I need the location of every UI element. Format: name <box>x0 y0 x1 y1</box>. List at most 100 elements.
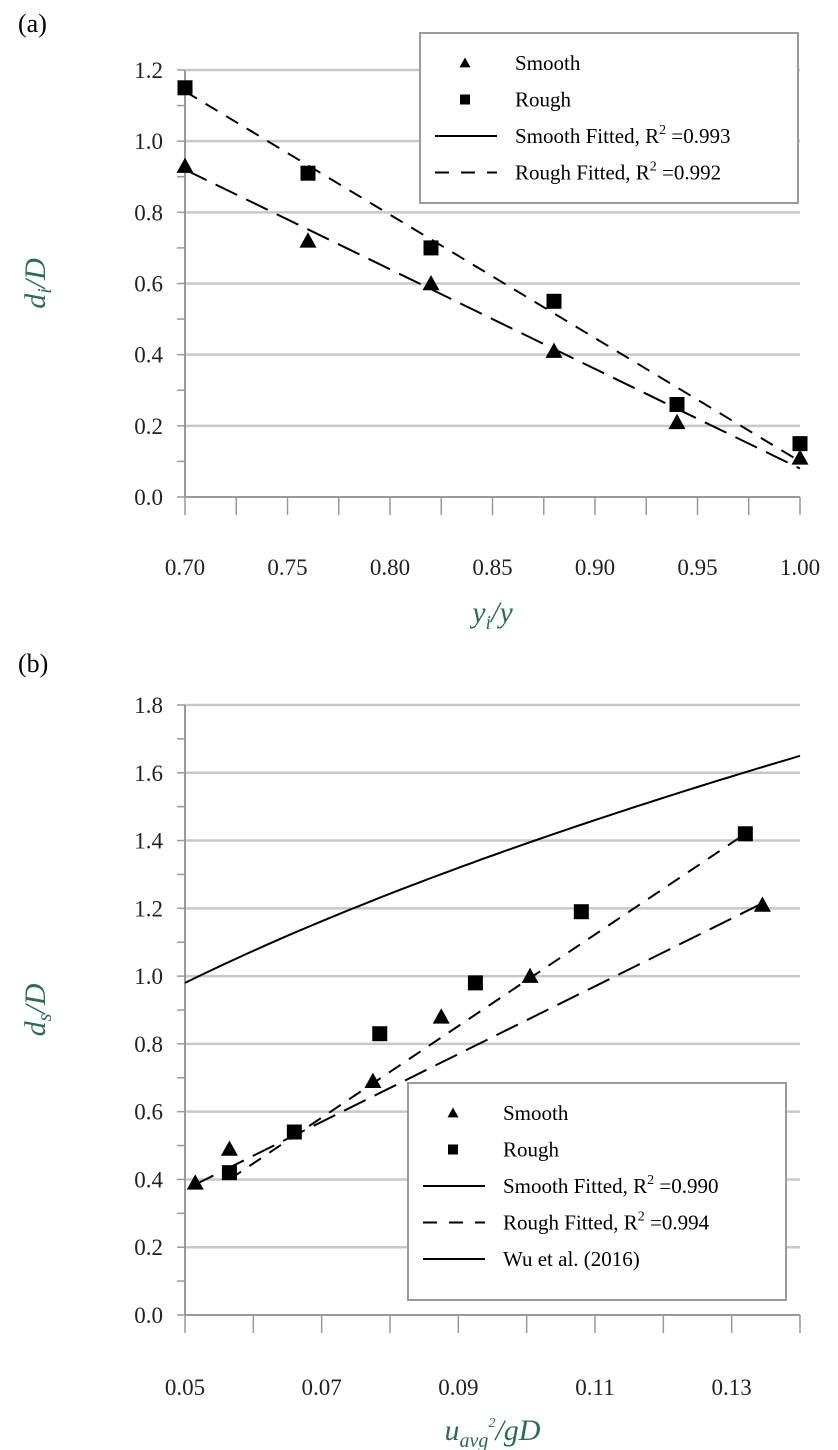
legend-entry-text: Smooth Fitted, R2 =0.990 <box>503 1173 718 1198</box>
y-tick-label: 1.0 <box>134 964 163 989</box>
legend-triangle-icon <box>447 1107 459 1118</box>
y-tick-label: 0.0 <box>134 485 163 510</box>
panel-b-ylabel-sub: s <box>34 1013 56 1021</box>
smooth-point <box>545 342 563 358</box>
x-tick-label: 0.13 <box>712 1375 752 1400</box>
y-tick-label: 1.2 <box>134 896 163 921</box>
legend-entry-text: Smooth <box>503 1101 569 1125</box>
rough-point <box>177 80 193 96</box>
panel-a-xlabel-rest: /y <box>489 596 513 629</box>
x-tick-label: 0.90 <box>575 555 615 580</box>
smooth-point <box>176 157 194 173</box>
panel-a-markers <box>176 80 809 465</box>
x-tick-label: 0.11 <box>575 1375 614 1400</box>
panel-a-axes <box>177 69 801 515</box>
rough-point <box>669 396 685 412</box>
panel-a-x-axis-label: yi/y <box>469 596 513 634</box>
panel-b-ylabel-main: d <box>19 1020 52 1036</box>
y-tick-label: 1.2 <box>134 58 163 83</box>
x-tick-label: 0.80 <box>370 555 410 580</box>
rough-point <box>286 1124 302 1140</box>
rough-point <box>792 436 808 452</box>
smooth-point <box>299 232 317 248</box>
legend-square-icon <box>448 1144 458 1155</box>
rough-point <box>737 826 753 842</box>
panel-a-y-axis-label: di/D <box>19 258 56 309</box>
y-tick-label: 0.8 <box>134 200 163 225</box>
smooth-point <box>753 896 771 912</box>
legend-entry-text: Wu et al. (2016) <box>503 1247 640 1271</box>
legend-entry-text: Rough Fitted, R2 =0.994 <box>503 1210 710 1235</box>
x-tick-label: 0.85 <box>472 555 512 580</box>
y-tick-label: 0.6 <box>134 1100 163 1125</box>
panel-b-chart: (b) 0.00.20.40.60.81.01.21.41.61.80.05 0.… <box>18 649 801 1450</box>
panel-b-tick-labels: 0.0 0.2 0.4 0.6 0.8 1.0 1.2 1.4 1.6 1.8 0.05 0.07 0.… <box>134 693 752 1400</box>
y-tick-label: 0.2 <box>134 1235 163 1260</box>
smooth-point <box>791 449 809 465</box>
y-tick-label: 1.4 <box>134 829 163 854</box>
panel-a-tick-labels: 0.0 0.2 0.4 0.6 0.8 1.0 1.2 0.70 0.75 0.80 0.85 0.9… <box>134 58 820 580</box>
panel-b-axes <box>177 704 801 1333</box>
panel-b-ylabel-rest: /D <box>19 983 52 1015</box>
x-tick-label: 0.07 <box>302 1375 342 1400</box>
legend-square-icon <box>460 94 470 105</box>
panel-a-ylabel-sub: i <box>34 288 56 294</box>
rough-point <box>546 293 562 309</box>
rough-point <box>372 1026 388 1042</box>
panel-b-legend-items: Smooth Rough Smooth Fitted, R2 =0.990 Rough… <box>423 1101 718 1271</box>
smooth-point <box>521 967 539 983</box>
rough-point <box>300 165 316 181</box>
x-tick-label: 0.95 <box>677 555 717 580</box>
panel-b-label: (b) <box>18 649 48 678</box>
legend-triangle-icon <box>459 57 471 68</box>
panel-b-xlabel-main: u <box>445 1414 460 1447</box>
legend-entry-text: Rough <box>503 1138 560 1162</box>
panel-a-chart: (a) 0.0 0.2 0.4 0.6 0.8 1.0 1.2 0.70 0.75 0.80 0.8… <box>18 9 820 634</box>
panel-a-xlabel-main: y <box>469 596 486 629</box>
x-tick-label: 0.70 <box>165 555 205 580</box>
rough-point <box>423 240 439 256</box>
legend-entry-text: Rough <box>515 88 572 112</box>
smooth-point <box>364 1072 382 1088</box>
smooth-point <box>668 413 686 430</box>
smooth-point <box>186 1174 204 1190</box>
x-tick-label: 1.00 <box>780 555 820 580</box>
x-tick-label: 0.75 <box>267 555 307 580</box>
y-tick-label: 0.0 <box>134 1303 163 1328</box>
legend-entry-text: Smooth <box>515 51 581 75</box>
panel-b-legend-box <box>407 1082 787 1301</box>
x-tick-label: 0.05 <box>165 1375 205 1400</box>
y-tick-label: 0.4 <box>134 343 163 368</box>
panel-a-xlabel-sub: i <box>486 612 492 634</box>
fit-curve <box>184 754 801 984</box>
panel-b-markers <box>186 826 771 1190</box>
rough-point <box>573 904 589 920</box>
smooth-point <box>422 275 440 291</box>
panel-a-legend-items: Smooth Rough Smooth Fitted, R2 =0.993 Rough… <box>435 51 730 185</box>
rough-point <box>221 1165 237 1181</box>
panel-a-label: (a) <box>18 9 47 38</box>
smooth-point <box>432 1008 450 1024</box>
fit-line <box>228 832 746 1181</box>
legend-entry-text: Smooth Fitted, R2 =0.993 <box>515 123 730 148</box>
panel-b-y-axis-label: ds/D <box>19 983 56 1036</box>
panel-b-xlabel-rest: /gD <box>493 1414 540 1447</box>
fit-line <box>184 168 801 470</box>
y-tick-label: 0.4 <box>134 1167 163 1192</box>
y-tick-label: 0.6 <box>134 272 163 297</box>
y-tick-label: 1.0 <box>134 129 163 154</box>
y-tick-label: 1.8 <box>134 693 163 718</box>
y-tick-label: 0.2 <box>134 414 163 439</box>
panel-b-xlabel-sup: 2 <box>488 1416 495 1431</box>
panel-b-xlabel-sub: avg <box>460 1430 489 1450</box>
panel-a-legend: Smooth Rough Smooth Fitted, R2 =0.993 Rough… <box>419 32 799 204</box>
smooth-point <box>220 1140 238 1156</box>
panel-b-legend: Smooth Rough Smooth Fitted, R2 =0.990 Rough… <box>407 1082 787 1301</box>
panel-b-x-axis-label: uavg2/gD <box>445 1414 541 1450</box>
panel-a-ylabel-rest: /D <box>19 258 52 290</box>
panel-a-legend-box <box>419 32 799 204</box>
x-tick-label: 0.09 <box>438 1375 478 1400</box>
rough-point <box>467 975 483 991</box>
panel-a-ylabel-main: d <box>19 293 52 309</box>
